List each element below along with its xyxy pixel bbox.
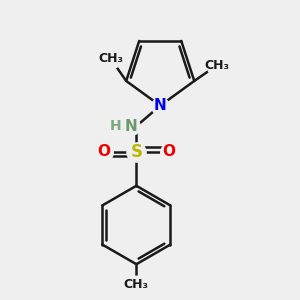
- Text: CH₃: CH₃: [204, 59, 229, 72]
- Text: N: N: [154, 98, 167, 113]
- Text: CH₃: CH₃: [124, 278, 149, 291]
- Text: CH₃: CH₃: [98, 52, 123, 65]
- Text: N: N: [125, 118, 138, 134]
- Text: O: O: [98, 144, 110, 159]
- Text: H: H: [110, 119, 121, 133]
- Text: O: O: [162, 144, 175, 159]
- Text: S: S: [130, 143, 142, 161]
